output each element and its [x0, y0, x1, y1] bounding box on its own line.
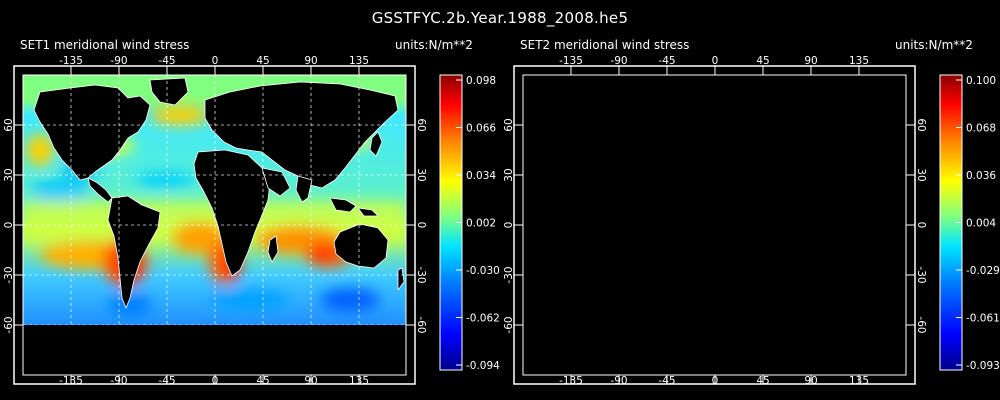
- panel-1-title: SET1 meridional wind stress: [20, 38, 190, 52]
- colorbar-tick-label: 0.002: [466, 218, 496, 230]
- lat-tick-label: -30: [915, 266, 927, 283]
- colorbar-tick-label: -0.062: [466, 313, 500, 325]
- panel-2-map: -135-135-90-90-45-4500454590901351356060…: [503, 55, 927, 387]
- panel-1-axis-ticks: -135-135-90-90-45-4500454590901351356060…: [3, 55, 427, 387]
- colorbar-tick-label: 0.098: [466, 75, 496, 87]
- lat-tick-label: -60: [3, 316, 15, 333]
- panel-2-axis-ticks: -135-135-90-90-45-4500454590901351356060…: [503, 55, 927, 387]
- lon-tick-label: 135: [349, 55, 369, 67]
- lat-tick-label: 60: [415, 118, 427, 131]
- lon-tick-label: 45: [256, 55, 269, 67]
- panel-2-units: units:N/m**2: [895, 38, 973, 52]
- panel-1-map: -135-135-90-90-45-4500454590901351356060…: [3, 55, 427, 387]
- lon-tick-label: 0: [212, 55, 219, 67]
- lon-tick-label: -45: [158, 55, 175, 67]
- lat-tick-label: 0: [503, 222, 515, 229]
- lat-tick-label: 30: [503, 168, 515, 181]
- colorbar-2-ticks: 0.100 0.068 0.036 0.004 -0.029 -0.061 -0.093: [956, 75, 1000, 372]
- lon-tick-label: -90: [110, 55, 127, 67]
- lon-tick-label: -135: [559, 55, 583, 67]
- lat-tick-label: 0: [3, 222, 15, 229]
- colorbar-tick-label: -0.093: [966, 360, 1000, 372]
- colorbar-tick-label: 0.066: [466, 123, 496, 135]
- colorbar-tick-label: -0.029: [966, 265, 1000, 277]
- panel-1-units: units:N/m**2: [395, 38, 473, 52]
- lon-tick-label: 90: [304, 55, 317, 67]
- colorbar-tick-label: 0.100: [966, 75, 996, 87]
- lat-tick-label: -60: [915, 316, 927, 333]
- lon-tick-label: -135: [59, 55, 83, 67]
- colorbar-tick-label: 0.036: [966, 170, 996, 182]
- colorbar-tick-label: -0.094: [466, 360, 500, 372]
- lon-tick-label: -45: [658, 55, 675, 67]
- colorbar-tick-label: -0.061: [966, 313, 1000, 325]
- lat-tick-label: 60: [3, 118, 15, 131]
- colorbar-tick-label: 0.004: [966, 218, 996, 230]
- lat-tick-label: -30: [3, 266, 15, 283]
- figure-title: GSSTFYC.2b.Year.1988_2008.he5: [371, 9, 629, 27]
- lat-tick-label: 30: [3, 168, 15, 181]
- lat-tick-label: 30: [915, 168, 927, 181]
- lon-tick-label: 135: [849, 55, 869, 67]
- colorbar-tick-label: 0.034: [466, 170, 496, 182]
- lat-tick-label: 60: [503, 118, 515, 131]
- colorbar-tick-label: -0.030: [466, 265, 500, 277]
- lon-tick-label: 90: [804, 55, 817, 67]
- lat-tick-label: -30: [503, 266, 515, 283]
- colorbar-1-ticks: 0.098 0.066 0.034 0.002 -0.030 -0.062 -0.094: [456, 75, 500, 372]
- panel-2-title: SET2 meridional wind stress: [520, 38, 690, 52]
- lat-tick-label: -30: [415, 266, 427, 283]
- lon-tick-label: 45: [756, 55, 769, 67]
- lat-tick-label: 60: [915, 118, 927, 131]
- lat-tick-label: -60: [415, 316, 427, 333]
- lat-tick-label: 30: [415, 168, 427, 181]
- lat-tick-label: -60: [503, 316, 515, 333]
- lon-tick-label: 0: [712, 55, 719, 67]
- colorbar-tick-label: 0.068: [966, 123, 996, 135]
- lat-tick-label: 0: [915, 222, 927, 229]
- lon-tick-label: -90: [610, 55, 627, 67]
- lat-tick-label: 0: [415, 222, 427, 229]
